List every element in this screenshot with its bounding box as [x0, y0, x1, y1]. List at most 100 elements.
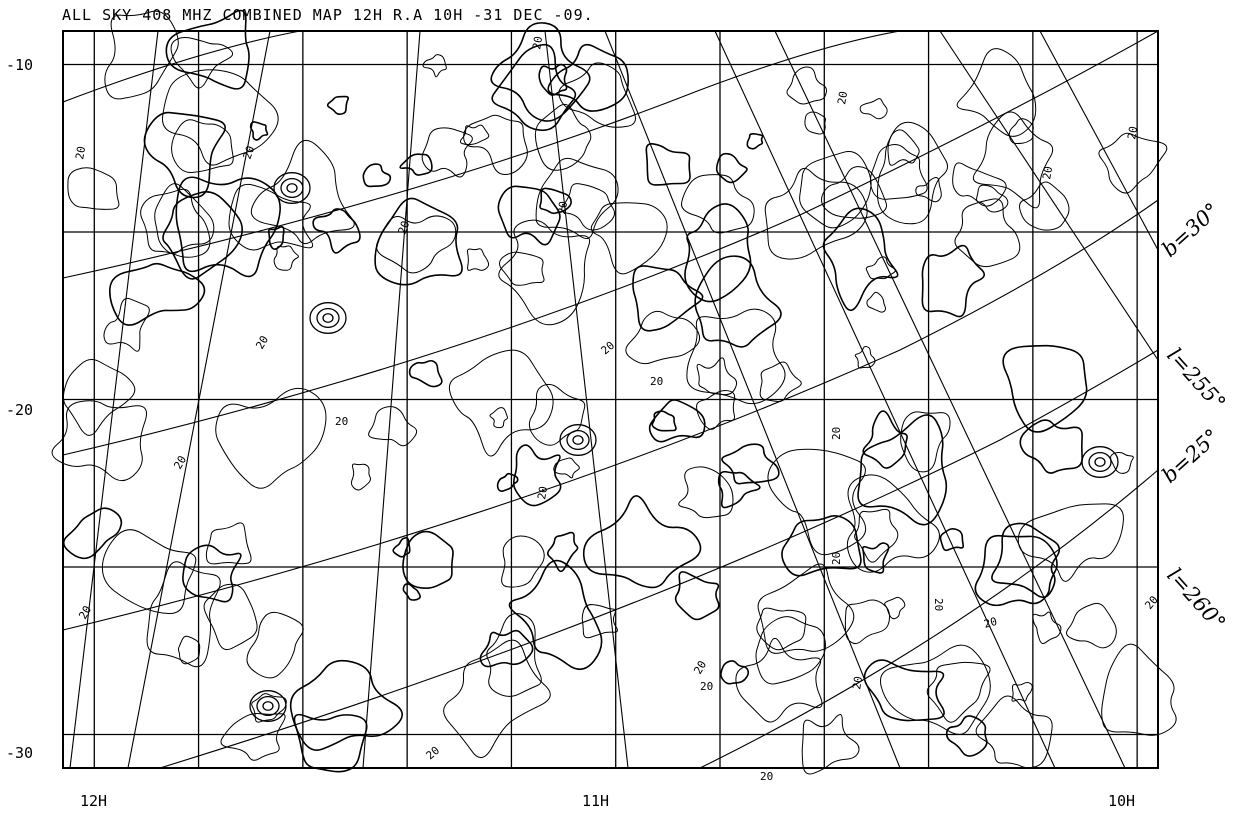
galactic-longitude-line [604, 30, 901, 769]
contour-level-label: 20 [335, 415, 348, 428]
contour-level-label: 20 [830, 552, 843, 565]
galactic-latitude-line [699, 469, 1159, 769]
contour-line [764, 167, 868, 260]
ra-tick-label: 12H [80, 792, 107, 810]
contour-level-label: 20 [650, 375, 663, 388]
dec-tick-label: -20 [6, 401, 33, 419]
contour-line [976, 184, 1009, 213]
contour-level-label: 20 [835, 90, 850, 105]
contour-line [1088, 451, 1112, 472]
contour-line [566, 429, 590, 450]
contour-line [939, 528, 965, 552]
contour-line [486, 613, 542, 697]
contour-line [821, 166, 887, 219]
contour-line [880, 644, 991, 735]
contour-line [735, 637, 823, 723]
contour-line [62, 507, 123, 560]
contour-line [1094, 457, 1106, 467]
contour-line [408, 359, 443, 388]
contour-level-label: 20 [555, 200, 570, 215]
contour-line [696, 357, 738, 396]
contour-line [249, 690, 287, 722]
contour-level-label: 20 [760, 770, 773, 783]
contour-line [286, 183, 298, 193]
galactic-latitude-line [62, 30, 301, 103]
galactic-longitude-line [127, 30, 271, 769]
contour-line [1098, 132, 1168, 194]
contour-line [496, 472, 519, 492]
contour-line [108, 262, 206, 326]
contour-line [497, 185, 561, 246]
contour-line [952, 162, 1007, 207]
contour-line [645, 143, 691, 186]
contour-line [171, 119, 234, 174]
contour-line [674, 571, 720, 621]
contour-line [572, 435, 584, 445]
contour-line [250, 139, 355, 245]
contour-line [374, 197, 463, 286]
contour-line [648, 399, 706, 443]
contour-line [559, 424, 597, 456]
contour-line [499, 251, 545, 286]
contour-level-label: 20 [932, 598, 945, 611]
contour-line [859, 98, 888, 120]
galactic-longitude-line [362, 30, 421, 769]
galactic-label-b30: b=30° [1157, 198, 1224, 262]
contour-line [508, 559, 603, 670]
contour-line [376, 215, 457, 274]
contour-line [104, 10, 179, 100]
contour-line [857, 414, 948, 526]
contour-line [1081, 446, 1119, 478]
contour-line [140, 188, 211, 258]
contour-line [161, 69, 279, 166]
contour-line [491, 43, 577, 132]
contour-line [1110, 451, 1134, 474]
galactic-latitude-line [62, 199, 1159, 631]
contour-line [1066, 602, 1117, 649]
contour-line [972, 111, 1054, 209]
contour-line [392, 537, 411, 558]
contour-line [203, 583, 258, 651]
contour-line [280, 177, 304, 198]
galactic-label-l255: l=255° [1162, 343, 1230, 415]
contour-line [558, 62, 636, 128]
contour-level-label: 20 [424, 744, 443, 762]
galactic-label-b25: b=25° [1157, 424, 1224, 488]
contour-line [781, 515, 862, 577]
contour-line [1019, 181, 1070, 231]
contour-line [249, 121, 269, 141]
contour-line [402, 530, 454, 589]
contour-line [62, 359, 136, 436]
contour-line [876, 121, 949, 225]
contour-line [854, 508, 899, 563]
contour-line [720, 660, 750, 685]
contour-line [884, 596, 906, 620]
contour-line [309, 302, 347, 334]
contour-line [459, 124, 490, 146]
contour-line [863, 659, 945, 722]
contour-line [846, 474, 940, 573]
contour-line [954, 198, 1021, 268]
contour-line [182, 544, 242, 603]
contour-level-label: 20 [691, 659, 709, 677]
contour-line [866, 291, 887, 313]
contour-line [915, 177, 942, 203]
contour-line [322, 313, 334, 323]
contour-line [799, 151, 872, 229]
contour-line [844, 599, 891, 645]
contour-level-label: 20 [241, 144, 258, 161]
contour-line [721, 443, 780, 485]
contour-line [421, 127, 473, 178]
contour-line [101, 529, 197, 615]
contour-level-label: 20 [982, 615, 998, 631]
contour-line [489, 407, 508, 429]
galactic-coordinate-lines [62, 30, 1159, 769]
contour-line [463, 114, 528, 176]
contour-line [443, 639, 551, 758]
contour-line [479, 629, 534, 668]
contour-line [746, 132, 764, 150]
contour-line [368, 406, 418, 447]
contour-line [804, 111, 826, 135]
contour-line [177, 635, 201, 665]
